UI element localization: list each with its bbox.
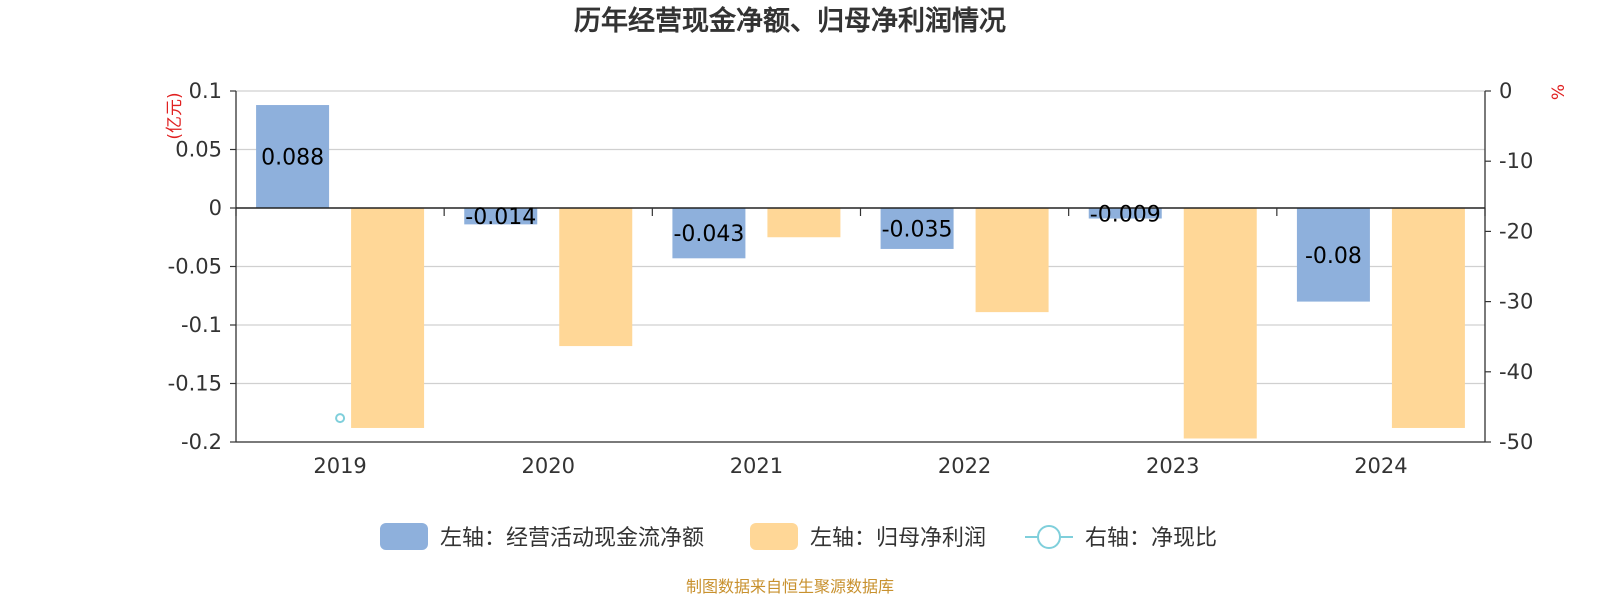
- chart-title: 历年经营现金净额、归母净利润情况: [574, 5, 1006, 37]
- cashflow-data-label: -0.009: [1090, 202, 1161, 227]
- left-tick-label: 0: [209, 196, 222, 220]
- net-profit-bar: [559, 208, 633, 347]
- legend-ratio-marker: [1037, 525, 1061, 549]
- cashflow-data-label: 0.088: [261, 146, 324, 171]
- axes: 0.1 0.05 0 -0.05 -0.1 -0.15 -0.2 0 -10 -20 -30 -40 -…: [168, 79, 1534, 478]
- right-axis-unit: %: [1549, 84, 1569, 100]
- left-tick-label: 0.1: [189, 79, 222, 103]
- net-profit-bar: [767, 208, 841, 238]
- left-tick-label: -0.05: [168, 255, 222, 279]
- ratio-line: [335, 413, 346, 424]
- legend-cashflow-swatch: [380, 523, 428, 550]
- x-tick-label: 2024: [1354, 454, 1407, 478]
- right-tick-label: -10: [1499, 149, 1533, 173]
- bars: [256, 105, 1465, 439]
- legend-label: 左轴：归母净利润: [810, 526, 986, 551]
- source-note: 制图数据来自恒生聚源数据库: [686, 577, 894, 596]
- left-tick-label: -0.1: [181, 313, 222, 337]
- cashflow-data-label: -0.08: [1305, 244, 1362, 269]
- x-tick-label: 2021: [730, 454, 783, 478]
- x-tick-label: 2022: [938, 454, 991, 478]
- cashflow-bar: [256, 105, 330, 208]
- x-tick-label: 2020: [522, 454, 575, 478]
- net-profit-bar: [1183, 208, 1257, 439]
- cashflow-bar: [880, 208, 954, 249]
- left-axis-unit: (亿元): [165, 92, 185, 139]
- legend: 左轴：经营活动现金流净额 左轴：归母净利润 右轴：净现比: [380, 523, 1217, 551]
- data-labels: 0.088 -0.014 -0.043 -0.035 -0.009 -0.08: [261, 146, 1362, 269]
- net-profit-bar: [975, 208, 1049, 313]
- cashflow-data-label: -0.035: [882, 217, 953, 242]
- net-profit-bar: [1391, 208, 1465, 428]
- x-tick-label: 2019: [313, 454, 366, 478]
- left-tick-label: -0.2: [181, 430, 222, 454]
- cashflow-data-label: -0.014: [465, 205, 536, 230]
- left-tick-label: 0.05: [175, 138, 222, 162]
- left-tick-label: -0.15: [168, 372, 222, 396]
- legend-label: 左轴：经营活动现金流净额: [440, 526, 704, 551]
- right-tick-label: -30: [1499, 290, 1533, 314]
- legend-label: 右轴：净现比: [1085, 526, 1217, 551]
- cashflow-bar: [464, 208, 538, 225]
- cashflow-bar: [672, 208, 746, 259]
- x-tick-label: 2023: [1146, 454, 1199, 478]
- right-tick-label: -40: [1499, 360, 1533, 384]
- cashflow-bar: [1088, 208, 1162, 219]
- net-profit-bar: [351, 208, 425, 428]
- right-tick-label: -50: [1499, 430, 1533, 454]
- cashflow-data-label: -0.043: [673, 222, 744, 247]
- ratio-point: [335, 413, 346, 424]
- right-tick-label: -20: [1499, 219, 1533, 243]
- legend-profit-swatch: [750, 523, 798, 550]
- right-tick-label: 0: [1499, 79, 1512, 103]
- cashflow-bar: [1296, 208, 1370, 302]
